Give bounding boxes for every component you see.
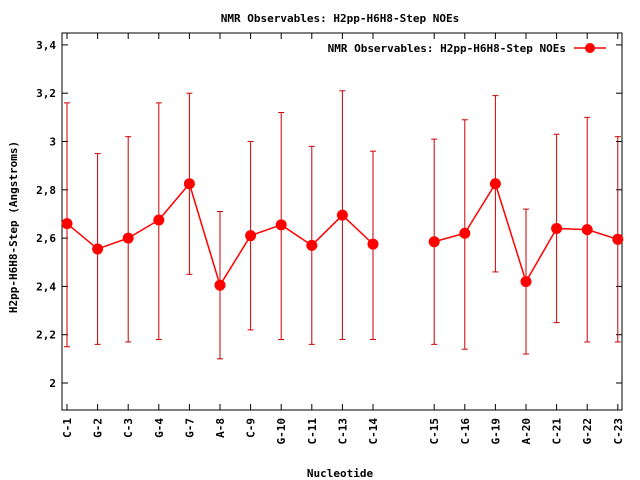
data-point — [428, 236, 440, 248]
x-tick-label: C-11 — [306, 418, 319, 445]
series-segment — [494, 183, 527, 282]
x-tick-label: A-20 — [520, 418, 533, 445]
data-point — [183, 178, 195, 190]
x-tick-label: C-9 — [245, 418, 258, 438]
legend-label: NMR Observables: H2pp-H6H8-Step NOEs — [328, 42, 566, 55]
series-segment — [188, 183, 221, 286]
x-tick-label: C-16 — [459, 418, 472, 445]
x-tick-label: C-13 — [336, 418, 349, 445]
y-tick-label: 3,4 — [36, 39, 56, 52]
series-segment — [525, 228, 558, 282]
legend: NMR Observables: H2pp-H6H8-Step NOEs — [328, 42, 606, 55]
data-point — [245, 230, 257, 242]
data-point — [122, 232, 134, 244]
data-point — [581, 224, 593, 236]
x-tick-label: C-1 — [61, 418, 74, 438]
data-point — [459, 227, 471, 239]
legend-swatch-marker — [585, 43, 595, 53]
data-point — [336, 209, 348, 221]
y-tick-label: 2,6 — [36, 232, 56, 245]
x-tick-label: G-4 — [153, 418, 166, 438]
series-segment — [127, 219, 160, 239]
x-tick-label: C-15 — [428, 418, 441, 445]
data-point — [367, 238, 379, 250]
x-tick-label: C-14 — [367, 418, 380, 445]
data-point — [92, 243, 104, 255]
data-point — [489, 178, 501, 190]
x-tick-label: G-22 — [581, 418, 594, 445]
series-segment — [280, 224, 313, 246]
series-segment — [219, 235, 252, 286]
y-tick-label: 3,2 — [36, 87, 56, 100]
x-tick-label: G-10 — [275, 418, 288, 445]
data-point — [520, 276, 532, 288]
chart-title: NMR Observables: H2pp-H6H8-Step NOEs — [221, 12, 459, 25]
data-point — [153, 214, 165, 226]
y-tick-label: 2,8 — [36, 184, 56, 197]
series-segment — [66, 223, 99, 250]
series-segment — [341, 214, 374, 245]
y-tick-label: 2,4 — [36, 280, 56, 293]
x-tick-label: G-19 — [489, 418, 502, 445]
x-tick-label: G-2 — [92, 418, 105, 438]
x-tick-label: A-8 — [214, 418, 227, 438]
x-tick-label: C-3 — [122, 418, 135, 438]
data-point — [275, 219, 287, 231]
series-segment — [158, 183, 190, 221]
x-axis: C-1 G-2 C-3 G-4 G-7 A-8 C-9 G-10 C-11 C-13 C-14 C-1… — [61, 33, 625, 445]
data-point — [214, 279, 226, 291]
y-tick-label: 2,2 — [36, 329, 56, 342]
data-points — [61, 178, 624, 291]
data-point — [61, 218, 73, 230]
x-axis-label: Nucleotide — [307, 467, 374, 480]
data-point — [612, 233, 624, 245]
x-tick-label: G-7 — [183, 418, 196, 438]
y-tick-label: 2 — [49, 377, 56, 390]
data-point — [306, 239, 318, 251]
y-tick-label: 3 — [49, 136, 56, 149]
x-tick-label: C-21 — [551, 418, 564, 445]
series-segment — [311, 214, 343, 246]
x-tick-label: C-23 — [612, 418, 625, 445]
series-segment — [464, 183, 497, 234]
data-point — [551, 222, 563, 234]
y-axis-label: H2pp-H6H8-Step (Angstroms) — [7, 141, 20, 313]
